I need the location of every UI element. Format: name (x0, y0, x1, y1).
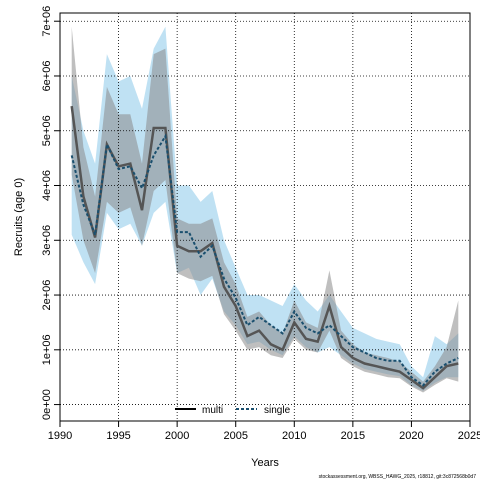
y-tick-label: 4e+06 (41, 170, 53, 201)
y-tick-label: 2e+06 (41, 280, 53, 311)
y-tick-label: 5e+06 (41, 115, 53, 146)
y-tick-label: 1e+06 (41, 334, 53, 365)
footnote: stockassessment.org, WBSS_HAWG_2025, r18… (319, 474, 477, 480)
legend-label-single: single (264, 405, 291, 416)
y-tick-label: 0e+00 (41, 389, 53, 420)
series-line-single (70, 133, 459, 387)
x-tick-label: 2020 (399, 430, 423, 442)
x-axis: 1990 1995 2000 2005 2010 2015 2020 2025 (48, 420, 480, 442)
y-tick-label: 6e+06 (41, 61, 53, 92)
y-tick-label: 3e+06 (41, 225, 53, 256)
band-multi (71, 26, 459, 393)
legend: multi single (175, 405, 291, 416)
y-axis-label: Recruits (age 0) (13, 178, 25, 256)
x-tick-label: 2000 (165, 430, 189, 442)
x-tick-label: 1990 (48, 430, 72, 442)
x-tick-label: 2025 (458, 430, 480, 442)
confidence-bands (71, 26, 459, 393)
x-tick-label: 2005 (223, 430, 247, 442)
series-line-multi (70, 105, 459, 390)
x-tick-label: 1995 (106, 430, 130, 442)
legend-label-multi: multi (202, 405, 223, 416)
x-tick-label: 2010 (282, 430, 306, 442)
y-axis: 0e+00 1e+06 2e+06 3e+06 4e+06 5e+06 6e+06 7e+06 (41, 6, 61, 420)
series-lines (70, 105, 459, 390)
x-axis-label: Years (251, 457, 279, 469)
x-tick-label: 2015 (341, 430, 365, 442)
y-tick-label: 7e+06 (41, 6, 53, 37)
